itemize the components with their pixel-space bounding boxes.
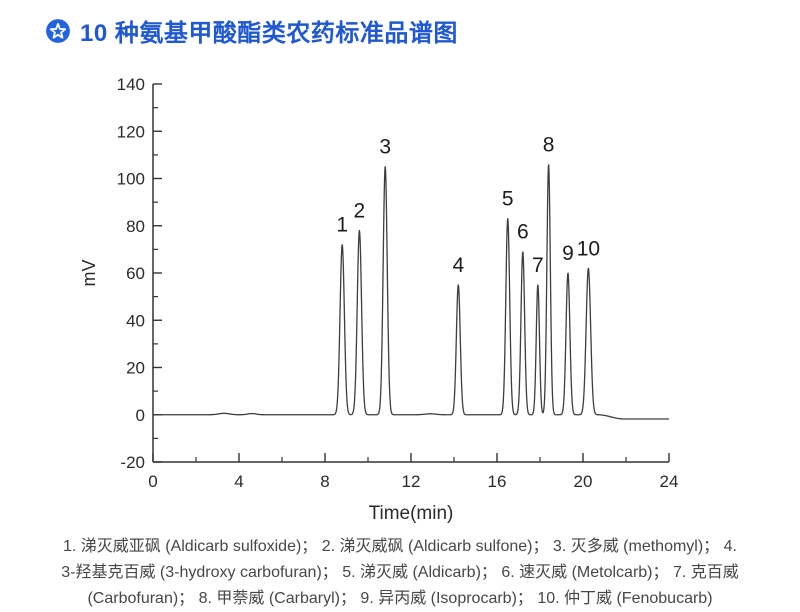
y-tick-label: 140	[117, 75, 145, 94]
header: 10 种氨基甲酸酯类农药标准品谱图	[45, 13, 458, 48]
y-tick-label: 0	[136, 406, 145, 425]
chromatogram-trace	[152, 164, 670, 420]
x-tick-label: 12	[402, 472, 421, 491]
caption-line: 3-羟基克百威 (3-hydroxy carbofuran)； 5. 涕灭威 (…	[61, 564, 739, 581]
star-badge-icon	[45, 18, 71, 44]
x-axis-title: Time(min)	[369, 503, 454, 524]
y-axis-title: mV	[79, 260, 99, 287]
peak-number-label: 3	[379, 136, 391, 159]
compound-legend-caption: 1. 涕灭威亚砜 (Aldicarb sulfoxide)； 2. 涕灭威砜 (…	[40, 534, 760, 612]
y-tick-label: 20	[126, 359, 145, 378]
x-tick-label: 16	[488, 472, 507, 491]
peak-number-label: 8	[543, 133, 555, 156]
peak-number-label: 7	[532, 254, 544, 277]
peak-number-label: 6	[517, 221, 529, 244]
peak-labels: 12 3 4 567 8 9 10	[336, 133, 600, 276]
x-tick-label: 20	[574, 472, 593, 491]
peak-number-label: 10	[577, 237, 600, 260]
y-tick-label: 40	[126, 311, 145, 330]
peak-number-label: 5	[502, 188, 514, 211]
peak-number-label: 1	[336, 214, 348, 237]
y-tick-label: 100	[117, 170, 145, 189]
peak-number-label: 2	[354, 199, 366, 222]
caption-line: 1. 涕灭威亚砜 (Aldicarb sulfoxide)； 2. 涕灭威砜 (…	[63, 538, 737, 555]
y-tick-label: 120	[117, 122, 145, 141]
x-tick-label: 24	[660, 472, 679, 491]
x-tick-label: 8	[320, 472, 329, 491]
y-tick-label: 80	[126, 217, 145, 236]
axis-titles: Time(min) mV	[79, 260, 453, 525]
x-tick-label: 0	[148, 472, 157, 491]
trace-path	[152, 164, 670, 420]
page-title: 10 种氨基甲酸酯类农药标准品谱图	[80, 20, 458, 47]
y-tick-label: 60	[126, 264, 145, 283]
peak-number-label: 4	[452, 254, 464, 277]
caption-line: (Carbofuran)； 8. 甲萘威 (Carbaryl)； 9. 异丙威 …	[87, 590, 713, 607]
y-tick-label: -20	[120, 453, 145, 472]
peak-number-label: 9	[562, 242, 574, 265]
x-tick-label: 4	[234, 472, 243, 491]
